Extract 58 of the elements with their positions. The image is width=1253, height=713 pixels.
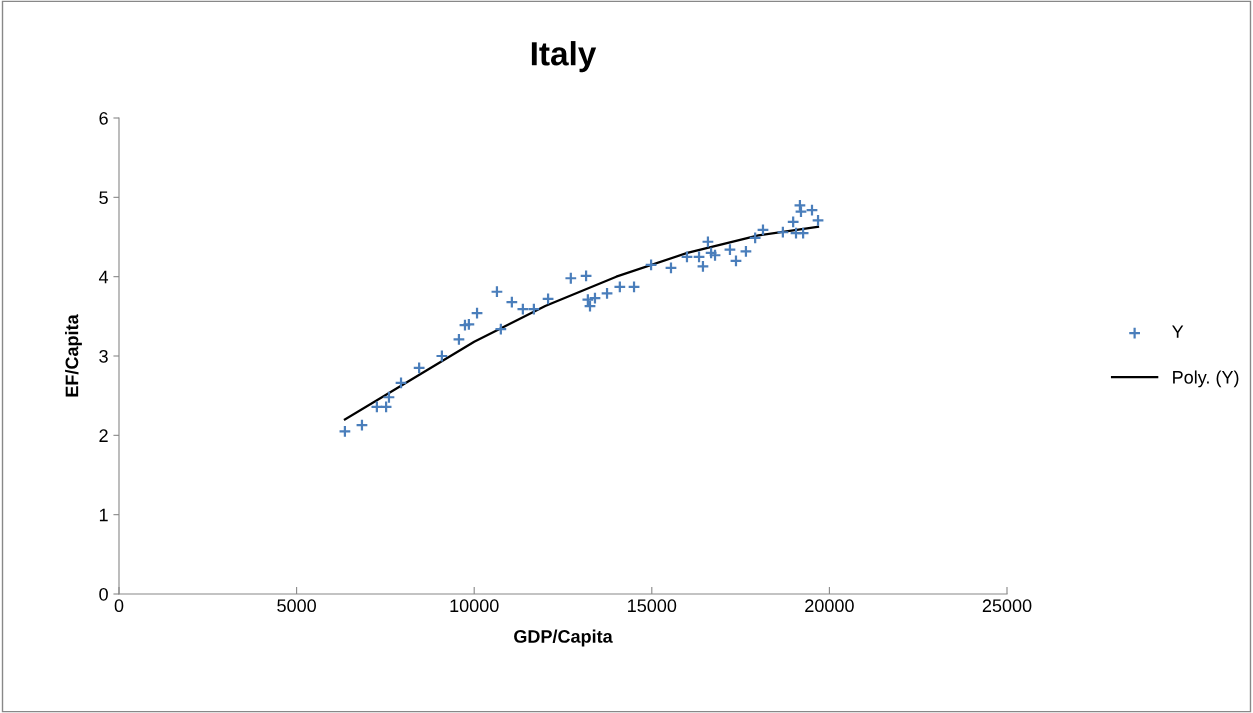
point xyxy=(370,400,384,414)
point xyxy=(708,248,722,262)
point xyxy=(452,332,466,346)
legend-label: Y xyxy=(1172,325,1184,338)
point xyxy=(786,215,800,229)
point xyxy=(470,306,484,320)
point xyxy=(644,258,658,272)
point xyxy=(739,244,753,258)
point xyxy=(729,254,743,268)
y-tick-label: 0 xyxy=(99,587,108,601)
x-tick-label: 25000 xyxy=(982,599,1032,613)
point xyxy=(412,361,426,375)
point xyxy=(516,302,530,316)
point xyxy=(394,376,408,390)
point xyxy=(811,213,825,227)
y-tick-label: 3 xyxy=(99,349,108,363)
point xyxy=(805,203,819,217)
x-tick-label: 5000 xyxy=(277,599,316,613)
point xyxy=(435,349,449,363)
x-tick-label: 15000 xyxy=(628,599,677,613)
y-tick-label: 4 xyxy=(98,270,109,284)
y-tick-label: 6 xyxy=(99,111,108,125)
point xyxy=(696,259,710,273)
point xyxy=(600,286,614,300)
y-axis-title: EF/Capita xyxy=(65,314,82,397)
point xyxy=(541,292,555,306)
line-series xyxy=(343,225,820,421)
point xyxy=(338,424,352,438)
point xyxy=(680,250,694,264)
point xyxy=(796,226,810,240)
point xyxy=(494,322,508,336)
point xyxy=(382,390,396,404)
x-axis-title: GDP/Capita xyxy=(514,629,613,647)
x-tick-label: 10000 xyxy=(450,599,499,613)
y-tick-label: 1 xyxy=(99,508,108,522)
x-tick-label: 20000 xyxy=(805,599,854,613)
point xyxy=(527,302,541,316)
point xyxy=(613,280,627,294)
point xyxy=(723,243,737,257)
point xyxy=(490,285,504,299)
point xyxy=(776,225,790,239)
point xyxy=(627,280,641,294)
point xyxy=(701,235,715,249)
chart-title: Italy xyxy=(531,41,597,73)
point xyxy=(564,271,578,285)
point xyxy=(379,400,393,414)
point xyxy=(793,198,807,212)
point xyxy=(692,250,706,264)
point xyxy=(505,295,519,309)
point xyxy=(355,418,369,432)
point xyxy=(462,317,476,331)
point xyxy=(664,261,678,275)
y-tick-label: 5 xyxy=(99,191,108,205)
point xyxy=(579,269,593,283)
y-tick-label: 2 xyxy=(99,429,108,442)
legend-label: Poly. (Y) xyxy=(1173,370,1239,388)
point xyxy=(794,205,808,219)
x-tick-label: 0 xyxy=(114,599,124,613)
